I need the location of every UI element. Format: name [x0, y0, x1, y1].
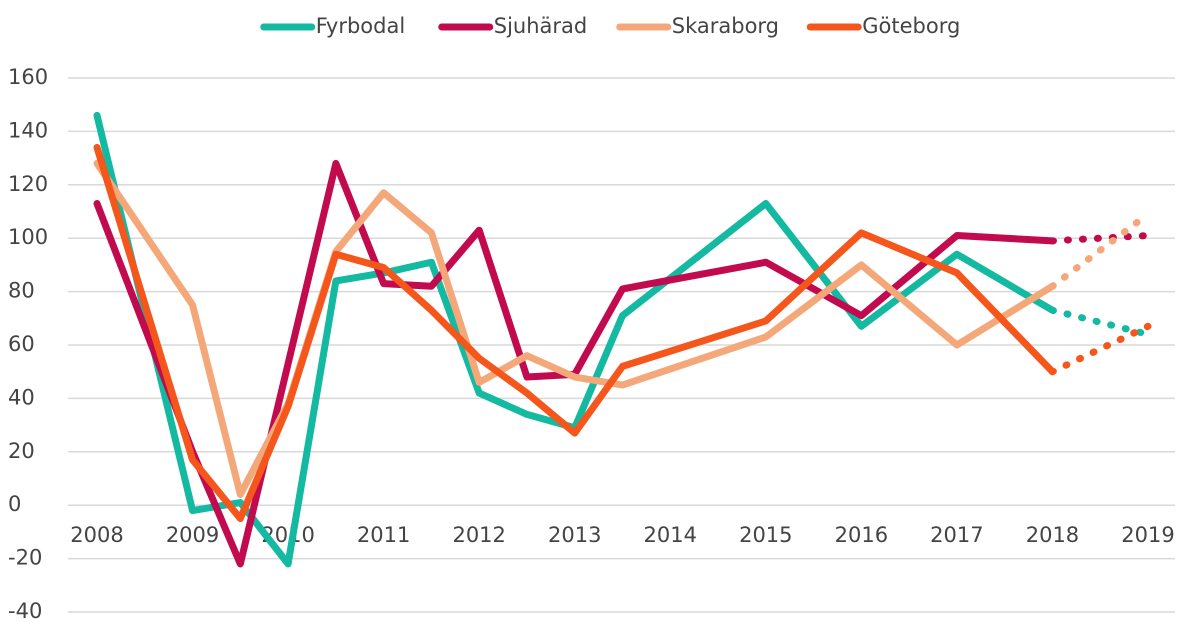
y-tick-label: 20 [8, 439, 35, 463]
x-tick-label: 2016 [835, 523, 888, 547]
x-tick-label: 2014 [644, 523, 697, 547]
x-tick-label: 2018 [1026, 523, 1079, 547]
legend-label: Sjuhärad [494, 14, 588, 38]
x-tick-label: 2008 [70, 523, 123, 547]
x-tick-label: 2011 [357, 523, 410, 547]
legend-label: Göteborg [862, 14, 960, 38]
y-tick-label: 100 [8, 225, 48, 249]
y-tick-label: -20 [8, 546, 42, 570]
y-tick-label: 80 [8, 279, 35, 303]
legend-label: Fyrbodal [316, 14, 405, 38]
forecast-line [1048, 322, 1152, 376]
y-tick-label: 120 [8, 172, 48, 196]
y-tick-label: 0 [8, 492, 21, 516]
y-tick-label: 60 [8, 332, 35, 356]
x-tick-label: 2019 [1121, 523, 1174, 547]
forecast-line [1048, 232, 1152, 245]
forecast-line [1048, 210, 1152, 290]
x-tick-label: 2013 [548, 523, 601, 547]
x-tick-label: 2017 [930, 523, 983, 547]
y-tick-label: 160 [8, 65, 48, 89]
series-line [93, 159, 1056, 568]
x-tick-label: 2012 [452, 523, 505, 547]
y-tick-label: 140 [8, 118, 48, 142]
y-tick-label: 40 [8, 385, 35, 409]
x-tick-label: 2015 [739, 523, 792, 547]
y-tick-label: -40 [8, 599, 42, 620]
series-line [93, 143, 1056, 523]
legend-label: Skaraborg [672, 14, 779, 38]
forecast-line [1048, 306, 1152, 338]
series-line [93, 159, 1056, 499]
x-tick-label: 2009 [166, 523, 219, 547]
